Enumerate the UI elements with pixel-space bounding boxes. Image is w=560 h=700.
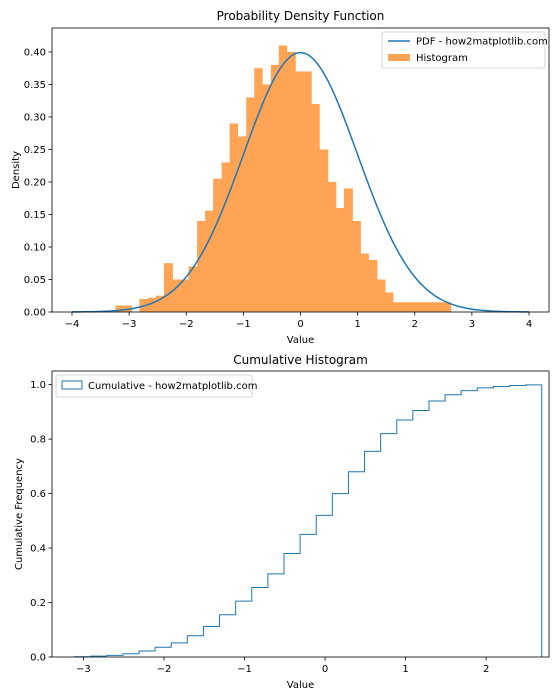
pdf-x-tick-label: −2	[179, 319, 194, 330]
cumulative-y-tick-label: 1.0	[30, 380, 46, 391]
cumulative-y-tick-label: 0.2	[30, 598, 46, 609]
histogram-bar	[352, 220, 361, 312]
cumulative-x-ticks: −3 −2 −1 0 1 2	[76, 657, 489, 675]
pdf-y-tick-label: 0.30	[24, 112, 46, 123]
pdf-chart-panel: Probability Density Function −4 −3 −2 −1 0 1 2…	[11, 9, 550, 346]
histogram-bar	[335, 207, 345, 312]
pdf-x-tick-label: 1	[354, 319, 360, 330]
cumulative-plot-frame	[51, 370, 550, 658]
histogram-bar	[303, 71, 312, 312]
histogram-bar	[229, 123, 239, 312]
pdf-x-tick-label: 2	[412, 319, 418, 330]
histogram-bar	[270, 64, 280, 312]
pdf-x-tick-label: 3	[469, 319, 475, 330]
pdf-y-tick-label: 0.05	[24, 275, 46, 286]
cumulative-legend-frame	[55, 374, 253, 398]
histogram-bar	[115, 305, 132, 312]
pdf-legend: PDF - how2matplotlib.com Histogram	[381, 31, 548, 69]
histogram-bar	[295, 71, 304, 312]
pdf-y-ticks: 0.00 0.05 0.10 0.15 0.20 0.25 0.30 0.35 0.40	[24, 47, 52, 319]
cumulative-x-tick-label: −1	[237, 664, 252, 675]
histogram-bar	[262, 84, 272, 312]
histogram-bar	[246, 97, 255, 312]
histogram-bar	[368, 259, 378, 312]
pdf-y-tick-label: 0.10	[24, 242, 46, 253]
cumulative-x-tick-label: 0	[322, 664, 328, 675]
histogram-bar	[417, 302, 427, 312]
cumulative-x-axis-label: Value	[287, 680, 314, 691]
histogram-bar	[221, 162, 231, 312]
pdf-x-tick-label: 4	[526, 319, 532, 330]
histogram-bar	[147, 297, 157, 312]
histogram-bar	[172, 279, 181, 312]
histogram-bar	[360, 253, 369, 312]
cumulative-x-tick-label: 2	[483, 664, 489, 675]
histogram-bar	[155, 295, 165, 312]
pdf-legend-histogram-swatch	[388, 54, 410, 61]
cumulative-y-tick-label: 0.6	[30, 489, 46, 500]
cumulative-legend-swatch	[61, 380, 83, 390]
cumulative-y-ticks: 0.0 0.2 0.4 0.6 0.8 1.0	[30, 380, 52, 664]
histogram-bar	[319, 149, 329, 312]
histogram-bar	[197, 220, 206, 312]
pdf-legend-label-histogram: Histogram	[416, 53, 468, 64]
cumulative-legend-label: Cumulative - how2matplotlib.com	[88, 381, 257, 392]
pdf-x-tick-label: 0	[297, 319, 303, 330]
histogram-bar	[188, 266, 198, 312]
histogram-bar	[377, 279, 386, 312]
pdf-x-tick-label: −4	[65, 319, 80, 330]
pdf-y-tick-label: 0.40	[24, 47, 46, 58]
pdf-x-axis-label: Value	[287, 335, 314, 346]
histogram-bar	[343, 188, 353, 312]
histogram-bar	[163, 263, 173, 312]
histogram-bar	[213, 178, 223, 312]
histogram-bar	[205, 210, 214, 312]
histogram-bar	[393, 302, 403, 312]
cumulative-x-tick-label: −2	[157, 664, 172, 675]
cumulative-y-axis-label: Cumulative Frequency	[14, 458, 25, 570]
pdf-y-tick-label: 0.00	[24, 308, 46, 319]
pdf-x-tick-label: −3	[122, 319, 137, 330]
cumulative-chart-panel: Cumulative Histogram −3 −2 −1 0 1 2 0.0 0.2 0.4…	[14, 353, 550, 691]
pdf-x-tick-label: −1	[236, 319, 251, 330]
pdf-curve-group	[71, 51, 530, 313]
pdf-y-tick-label: 0.25	[24, 145, 46, 156]
pdf-x-ticks: −4 −3 −2 −1 0 1 2 3 4	[65, 312, 532, 330]
pdf-y-tick-label: 0.35	[24, 80, 46, 91]
histogram-bar	[237, 136, 247, 312]
histogram-bar	[278, 45, 288, 313]
histogram-bar	[409, 302, 419, 312]
cumulative-step-line	[74, 384, 543, 658]
histogram-bar	[254, 68, 263, 312]
histogram-bar	[286, 51, 296, 313]
pdf-y-tick-label: 0.15	[24, 210, 46, 221]
cumulative-chart-title: Cumulative Histogram	[233, 353, 368, 367]
pdf-chart-title: Probability Density Function	[217, 9, 385, 23]
cumulative-x-tick-label: 1	[402, 664, 408, 675]
pdf-curve	[71, 51, 530, 313]
cumulative-y-tick-label: 0.8	[30, 435, 46, 446]
pdf-legend-label-pdf: PDF - how2matplotlib.com	[416, 37, 548, 48]
histogram-bar	[311, 103, 320, 312]
cumulative-y-tick-label: 0.4	[30, 544, 46, 555]
cumulative-x-tick-label: −3	[76, 664, 91, 675]
histogram-bar	[327, 181, 337, 312]
histogram-bar	[426, 302, 435, 312]
histogram-bar	[434, 302, 443, 312]
pdf-y-axis-label: Density	[11, 151, 22, 189]
cumulative-step-group	[74, 384, 543, 658]
histogram-bar	[442, 302, 452, 312]
pdf-legend-frame	[381, 31, 546, 69]
histogram-bar	[180, 279, 189, 312]
histogram-bar	[385, 292, 394, 312]
pdf-y-tick-label: 0.20	[24, 177, 46, 188]
cumulative-y-tick-label: 0.0	[30, 653, 46, 664]
histogram-bar	[401, 302, 411, 312]
cumulative-legend: Cumulative - how2matplotlib.com	[55, 374, 257, 398]
